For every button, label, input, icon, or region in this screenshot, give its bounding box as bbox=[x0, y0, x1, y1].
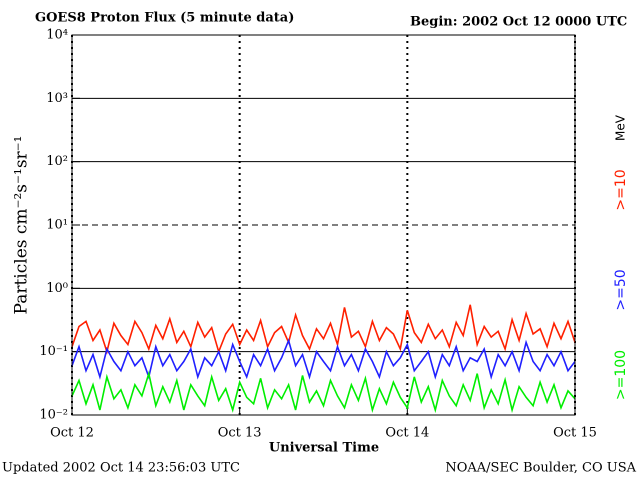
legend-label: >=100 bbox=[613, 350, 629, 400]
y-tick-label: 10³ bbox=[46, 91, 68, 106]
series-line bbox=[71, 304, 576, 355]
chart-subtitle: Begin: 2002 Oct 12 0000 UTC bbox=[410, 15, 627, 30]
plot-frame bbox=[71, 34, 576, 416]
x-axis-title: Universal Time bbox=[269, 441, 379, 456]
y-tick-label: 10² bbox=[46, 154, 68, 169]
footer-right: NOAA/SEC Boulder, CO USA bbox=[445, 461, 636, 476]
footer-left: Updated 2002 Oct 14 23:56:03 UTC bbox=[2, 461, 240, 476]
unit-label: MeV bbox=[614, 114, 628, 141]
y-tick-label: 10⁴ bbox=[46, 28, 68, 43]
x-tick-label: Oct 12 bbox=[50, 426, 94, 441]
legend-label: >=10 bbox=[613, 169, 629, 210]
y-axis-title: Particles cm⁻²s⁻¹sr⁻¹ bbox=[12, 136, 32, 315]
y-tick-label: 10⁰ bbox=[46, 281, 68, 296]
series-line bbox=[71, 370, 576, 414]
chart-title: GOES8 Proton Flux (5 minute data) bbox=[35, 11, 294, 26]
x-tick-label: Oct 13 bbox=[218, 426, 262, 441]
x-tick-label: Oct 15 bbox=[553, 426, 597, 441]
y-tick-label: 10⁻¹ bbox=[39, 344, 68, 359]
x-tick-label: Oct 14 bbox=[385, 426, 429, 441]
series-line bbox=[71, 338, 576, 380]
y-tick-label: 10⁻² bbox=[39, 408, 68, 423]
y-tick-label: 10¹ bbox=[46, 218, 68, 233]
legend-label: >=50 bbox=[613, 269, 629, 310]
